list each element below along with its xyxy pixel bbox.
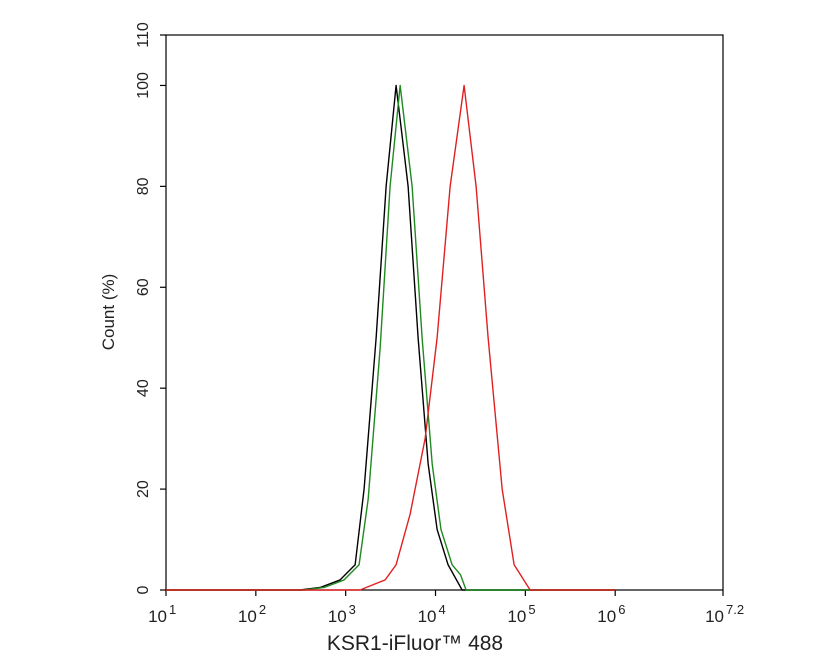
x-tick-label: 10 (597, 607, 616, 626)
y-axis-label: Count (%) (99, 274, 118, 351)
y-tick-label: 0 (135, 585, 152, 594)
x-tick-label: 10 (148, 607, 167, 626)
x-tick-label: 10 (705, 607, 724, 626)
series-line (166, 84, 616, 591)
x-tick-label: 10 (418, 607, 437, 626)
x-axis-label: KSR1-iFluor™ 488 (327, 632, 503, 655)
x-tick-exponent: 4 (439, 602, 446, 617)
series-line (166, 84, 616, 591)
plot-frame (165, 34, 724, 591)
y-tick-label: 20 (135, 480, 152, 498)
x-tick-label: 10 (238, 607, 257, 626)
y-tick-label: 110 (135, 22, 152, 48)
x-tick-label: 10 (507, 607, 526, 626)
y-tick-label: 80 (135, 177, 152, 195)
series-line (166, 84, 616, 591)
x-tick-exponent: 7.2 (726, 602, 744, 617)
x-tick-exponent: 1 (169, 602, 176, 617)
x-tick-exponent: 2 (259, 602, 266, 617)
y-tick-label: 40 (135, 379, 152, 397)
x-tick-exponent: 5 (528, 602, 535, 617)
y-tick-label: 60 (135, 278, 152, 296)
x-tick-exponent: 3 (349, 602, 356, 617)
y-tick-label: 100 (135, 72, 152, 99)
x-tick-exponent: 6 (618, 602, 625, 617)
x-tick-label: 10 (328, 607, 347, 626)
